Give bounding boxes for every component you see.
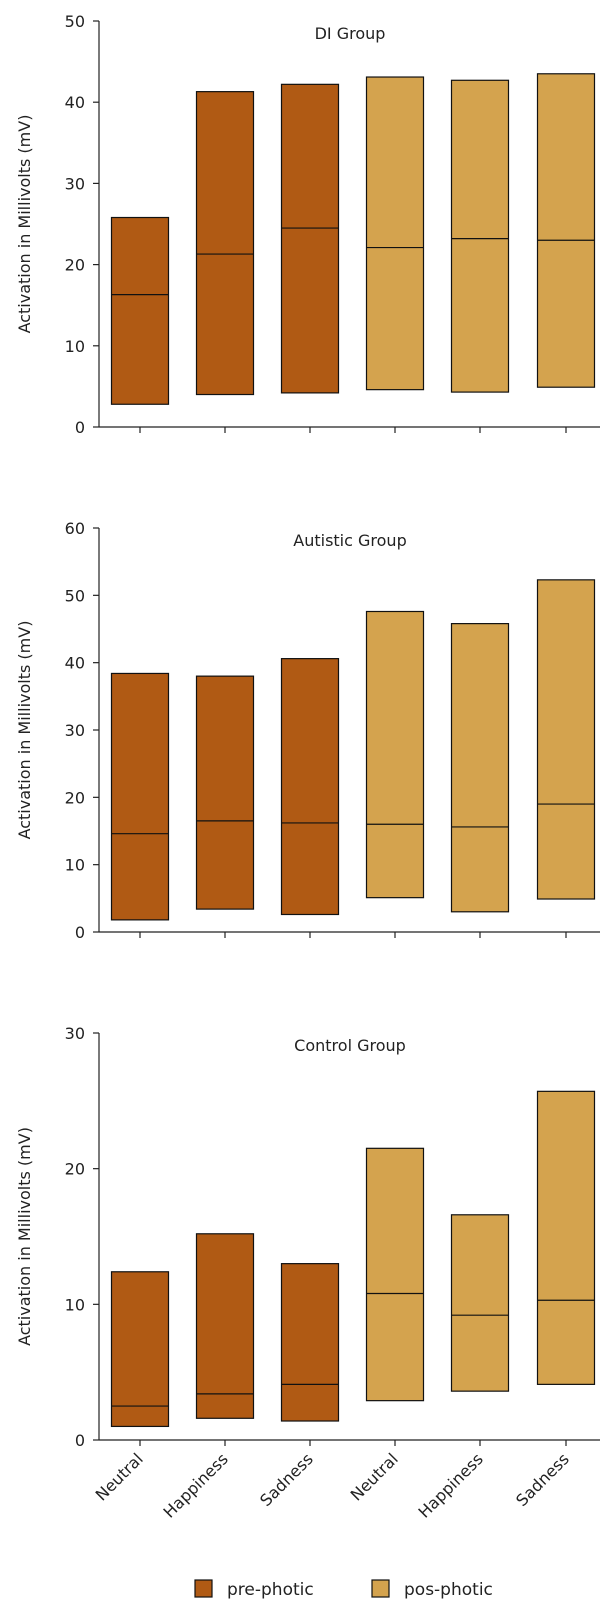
y-tick-label: 20 bbox=[65, 788, 85, 807]
y-axis-label: Activation in Millivolts (mV) bbox=[15, 115, 34, 334]
legend-label: pre-photic bbox=[227, 1580, 314, 1600]
bar-pos-photic bbox=[365, 76, 425, 391]
y-tick-label: 30 bbox=[65, 174, 85, 193]
y-tick-label: 30 bbox=[65, 721, 85, 740]
bar-pre-photic bbox=[280, 83, 340, 394]
legend-swatch-pos-photic bbox=[371, 1579, 390, 1598]
y-tick-label: 0 bbox=[75, 1431, 85, 1450]
bar-pre-photic bbox=[110, 672, 170, 921]
y-tick-label: 20 bbox=[65, 256, 85, 275]
x-tick-label: Happiness bbox=[160, 1449, 232, 1521]
bar-pos-photic bbox=[365, 1147, 425, 1402]
x-tick-label: Sadness bbox=[256, 1449, 317, 1510]
y-tick-label: 10 bbox=[65, 856, 85, 875]
y-axis-label: Activation in Millivolts (mV) bbox=[15, 1127, 34, 1346]
bar-pre-photic bbox=[110, 1271, 170, 1428]
x-tick-label: Neutral bbox=[347, 1449, 402, 1504]
x-tick-label: Neutral bbox=[92, 1449, 147, 1504]
y-tick-label: 40 bbox=[65, 654, 85, 673]
bar-pos-photic bbox=[536, 579, 596, 900]
y-tick-label: 50 bbox=[65, 12, 85, 31]
panel-title: DI Group bbox=[315, 24, 386, 43]
legend-label: pos-photic bbox=[404, 1580, 493, 1600]
legend-swatch-pre-photic bbox=[194, 1579, 213, 1598]
bar-pre-photic bbox=[280, 658, 340, 916]
bar-pos-photic bbox=[450, 623, 510, 913]
x-tick-label: Sadness bbox=[512, 1449, 573, 1510]
y-tick-label: 50 bbox=[65, 586, 85, 605]
y-tick-label: 30 bbox=[65, 1024, 85, 1043]
y-tick-label: 10 bbox=[65, 337, 85, 356]
y-tick-label: 10 bbox=[65, 1295, 85, 1314]
bar-pre-photic bbox=[195, 675, 255, 910]
bar-pos-photic bbox=[365, 610, 425, 899]
y-tick-label: 0 bbox=[75, 923, 85, 942]
y-tick-label: 40 bbox=[65, 93, 85, 112]
bar-pre-photic bbox=[280, 1263, 340, 1422]
y-tick-label: 60 bbox=[65, 519, 85, 538]
bar-pre-photic bbox=[195, 91, 255, 396]
panel-title: Autistic Group bbox=[293, 531, 406, 550]
panel-title: Control Group bbox=[294, 1036, 406, 1055]
y-axis-label: Activation in Millivolts (mV) bbox=[15, 621, 34, 840]
bar-pre-photic bbox=[195, 1233, 255, 1419]
y-tick-label: 0 bbox=[75, 418, 85, 437]
bar-pos-photic bbox=[450, 1214, 510, 1392]
bar-pos-photic bbox=[536, 1090, 596, 1385]
bar-pos-photic bbox=[450, 79, 510, 393]
bar-pre-photic bbox=[110, 216, 170, 405]
y-tick-label: 20 bbox=[65, 1160, 85, 1179]
bar-pos-photic bbox=[536, 73, 596, 388]
x-tick-label: Happiness bbox=[415, 1449, 487, 1521]
